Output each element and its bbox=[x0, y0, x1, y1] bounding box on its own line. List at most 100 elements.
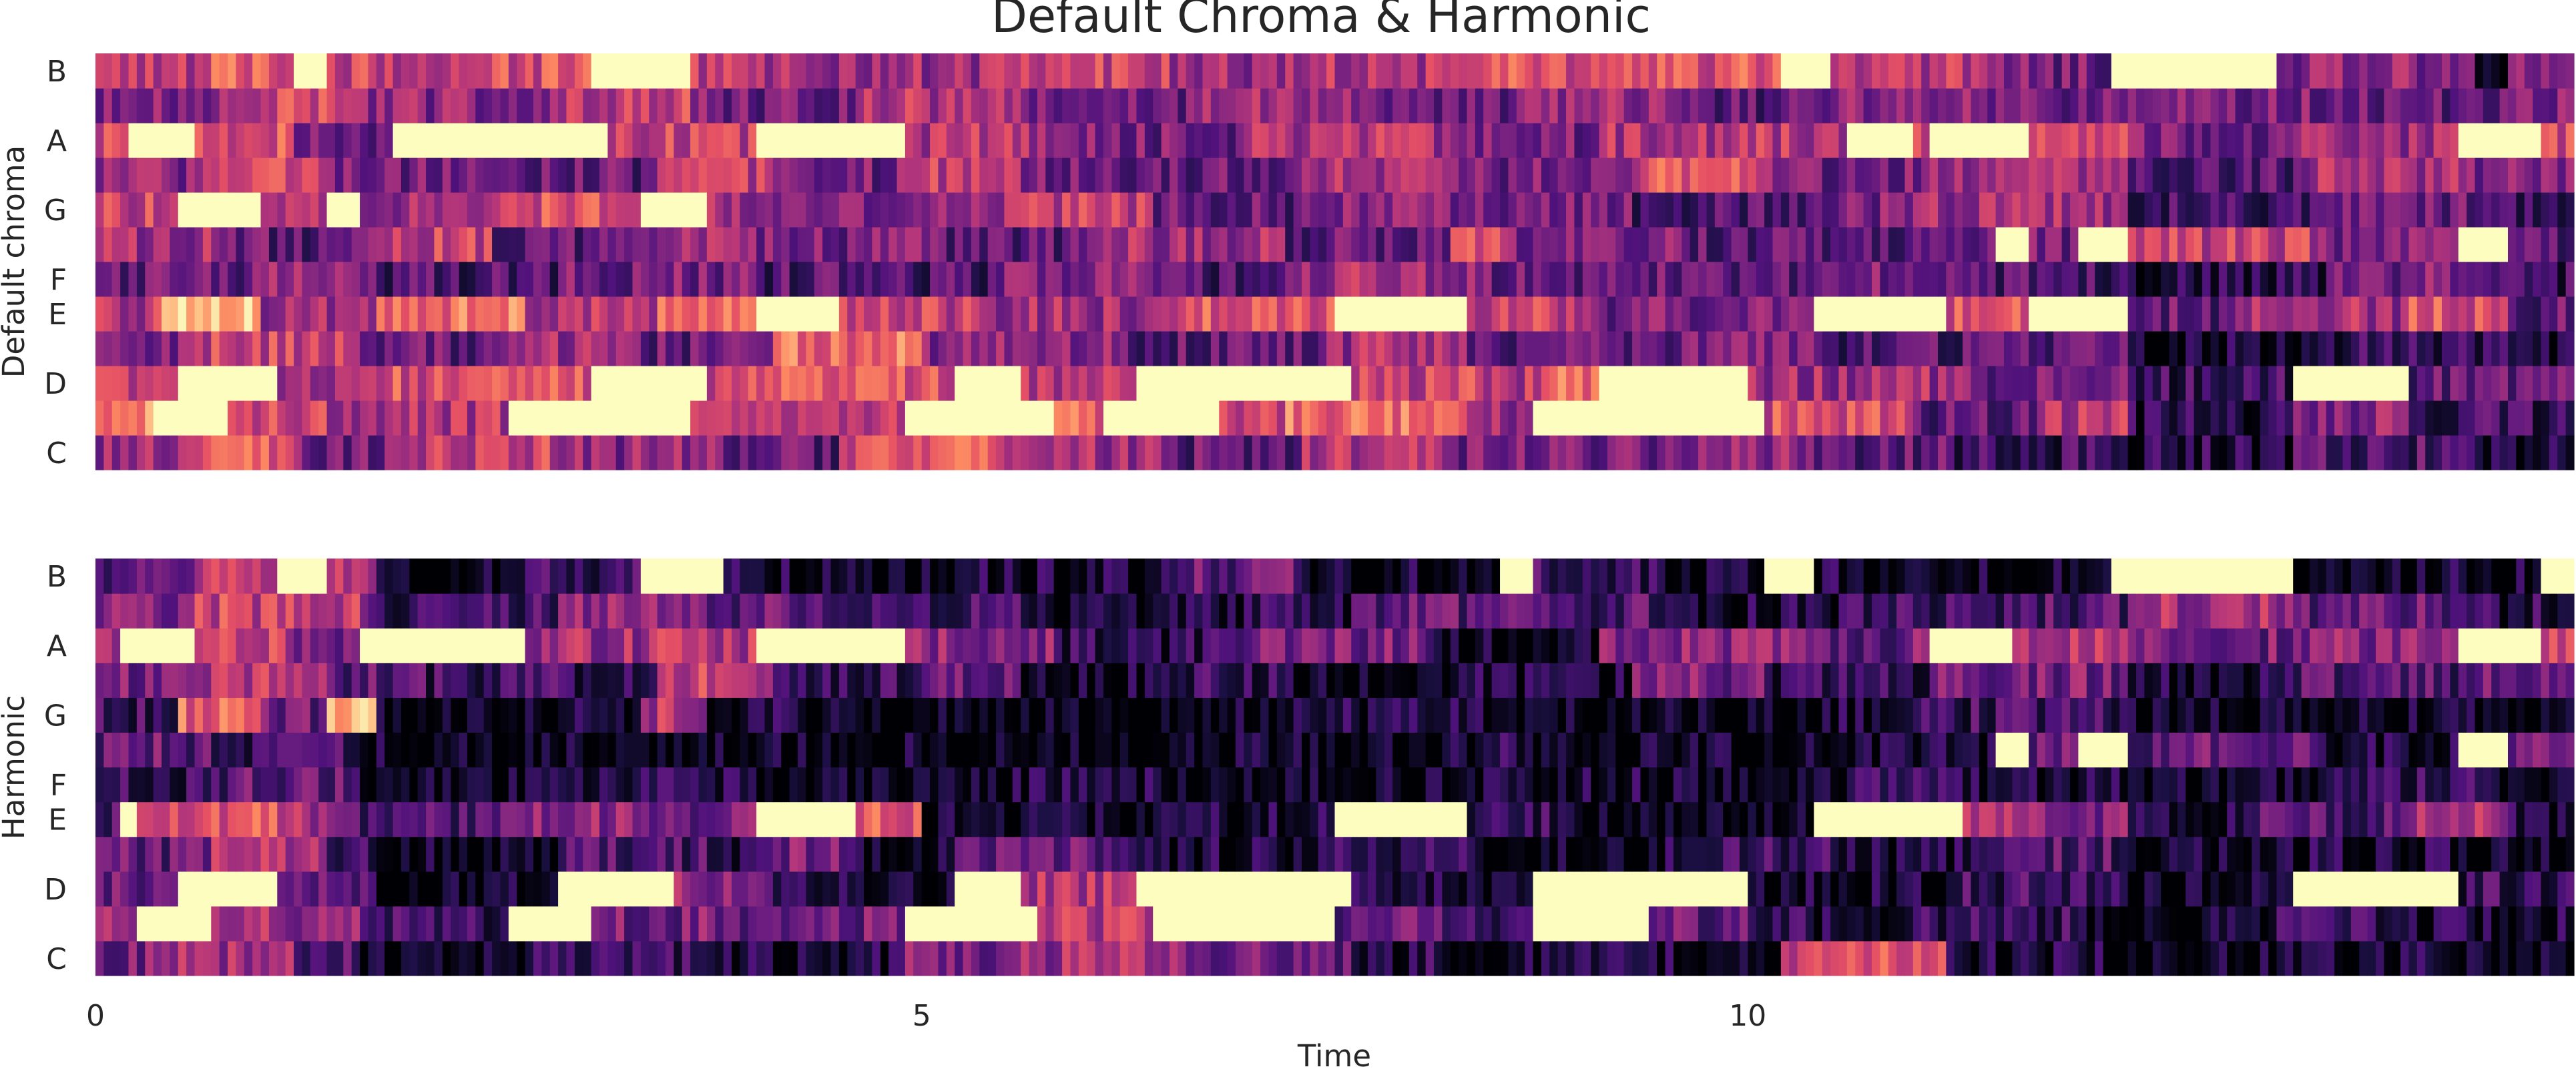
heatmap-cell bbox=[310, 123, 319, 158]
heatmap-cell bbox=[2483, 366, 2492, 401]
heatmap-cell bbox=[1987, 88, 1997, 123]
heatmap-cell bbox=[95, 906, 104, 942]
heatmap-cell bbox=[2119, 296, 2129, 332]
heatmap-cell bbox=[2144, 435, 2153, 470]
heatmap-cell bbox=[1541, 906, 1550, 942]
heatmap-cell bbox=[1368, 227, 1376, 262]
heatmap-cell bbox=[1053, 227, 1063, 262]
heatmap-cell bbox=[2103, 227, 2112, 262]
heatmap-cell bbox=[946, 53, 955, 89]
heatmap-cell bbox=[1615, 296, 1625, 332]
heatmap-cell bbox=[1301, 366, 1310, 401]
heatmap-cell bbox=[153, 296, 162, 332]
heatmap-cell bbox=[2467, 88, 2476, 123]
heatmap-cell bbox=[541, 940, 551, 976]
heatmap-cell bbox=[1095, 262, 1104, 297]
heatmap-cell bbox=[2384, 366, 2393, 401]
heatmap-cell bbox=[128, 940, 138, 976]
heatmap-cell bbox=[1384, 400, 1393, 436]
heatmap-cell bbox=[880, 123, 889, 158]
heatmap-cell bbox=[1739, 836, 1748, 872]
heatmap-cell bbox=[1723, 400, 1732, 436]
heatmap-cell bbox=[475, 940, 485, 976]
heatmap-cell bbox=[145, 227, 154, 262]
heatmap-cell bbox=[2020, 940, 2029, 976]
heatmap-cell bbox=[1062, 940, 1071, 976]
heatmap-cell bbox=[533, 836, 542, 872]
heatmap-cell bbox=[2086, 157, 2095, 193]
heatmap-cell bbox=[409, 940, 419, 976]
heatmap-cell bbox=[1326, 123, 1336, 158]
heatmap-cell bbox=[1640, 366, 1649, 401]
heatmap-cell bbox=[1748, 906, 1757, 942]
heatmap-cell bbox=[946, 331, 955, 366]
heatmap-cell bbox=[1219, 435, 1228, 470]
heatmap-cell bbox=[2433, 123, 2442, 158]
heatmap-cell bbox=[492, 53, 501, 89]
heatmap-cell bbox=[2318, 296, 2327, 332]
heatmap-cell bbox=[1690, 123, 1699, 158]
heatmap-cell bbox=[2095, 262, 2104, 297]
heatmap-cell bbox=[1095, 192, 1104, 228]
heatmap-cell bbox=[1632, 400, 1641, 436]
heatmap-cell bbox=[1491, 192, 1501, 228]
heatmap-cell bbox=[896, 157, 906, 193]
heatmap-cell bbox=[1310, 296, 1319, 332]
heatmap-cell bbox=[1657, 435, 1666, 470]
heatmap-cell bbox=[921, 801, 931, 837]
heatmap-cell bbox=[2202, 836, 2212, 872]
heatmap-cell bbox=[1946, 940, 1955, 976]
heatmap-cell bbox=[1772, 296, 1782, 332]
heatmap-cell bbox=[2103, 906, 2112, 942]
heatmap-cell bbox=[351, 53, 360, 89]
heatmap-cell bbox=[732, 801, 740, 837]
heatmap-cell bbox=[1673, 871, 1682, 907]
heatmap-cell bbox=[2475, 400, 2484, 436]
heatmap-cell bbox=[500, 53, 509, 89]
heatmap-cell bbox=[2475, 53, 2484, 89]
heatmap-cell bbox=[401, 801, 410, 837]
heatmap-cell bbox=[401, 296, 410, 332]
heatmap-cell bbox=[2433, 435, 2442, 470]
heatmap-cell bbox=[1508, 227, 1517, 262]
heatmap-cell bbox=[277, 262, 286, 297]
heatmap-cell bbox=[136, 88, 146, 123]
heatmap-cell bbox=[1119, 400, 1129, 436]
heatmap-cell bbox=[1475, 123, 1484, 158]
heatmap-cell bbox=[1723, 331, 1732, 366]
heatmap-cell bbox=[2467, 123, 2476, 158]
heatmap-cell bbox=[1434, 906, 1443, 942]
heatmap-cell bbox=[1805, 366, 1814, 401]
heatmap-cell bbox=[896, 53, 906, 89]
heatmap-cell bbox=[500, 435, 509, 470]
heatmap-cell bbox=[368, 157, 377, 193]
heatmap-cell bbox=[376, 88, 385, 123]
heatmap-cell bbox=[2252, 157, 2261, 193]
heatmap-cell bbox=[103, 262, 113, 297]
heatmap-cell bbox=[1607, 801, 1616, 837]
heatmap-cell bbox=[632, 940, 641, 976]
heatmap-cell bbox=[806, 366, 815, 401]
heatmap-cell bbox=[2467, 227, 2476, 262]
heatmap-cell bbox=[451, 836, 460, 872]
heatmap-cell bbox=[1525, 801, 1534, 837]
heatmap-cell bbox=[2045, 940, 2054, 976]
heatmap-cell bbox=[2458, 435, 2467, 470]
heatmap-cell bbox=[682, 53, 691, 89]
heatmap-cell bbox=[302, 400, 311, 436]
heatmap-cell bbox=[326, 53, 336, 89]
heatmap-cell bbox=[1599, 331, 1608, 366]
heatmap-cell bbox=[1607, 227, 1616, 262]
heatmap-cell bbox=[1450, 836, 1459, 872]
heatmap-cell bbox=[368, 801, 377, 837]
heatmap-cell bbox=[607, 940, 617, 976]
heatmap-cell bbox=[2235, 940, 2244, 976]
heatmap-cell bbox=[1549, 53, 1559, 89]
heatmap-cell bbox=[2012, 435, 2021, 470]
heatmap-cell bbox=[1615, 366, 1625, 401]
heatmap-cell bbox=[1491, 157, 1501, 193]
heatmap-cell bbox=[2293, 400, 2302, 436]
heatmap-cell bbox=[2541, 296, 2550, 332]
heatmap-cell bbox=[2334, 53, 2344, 89]
heatmap-cell bbox=[1673, 906, 1682, 942]
